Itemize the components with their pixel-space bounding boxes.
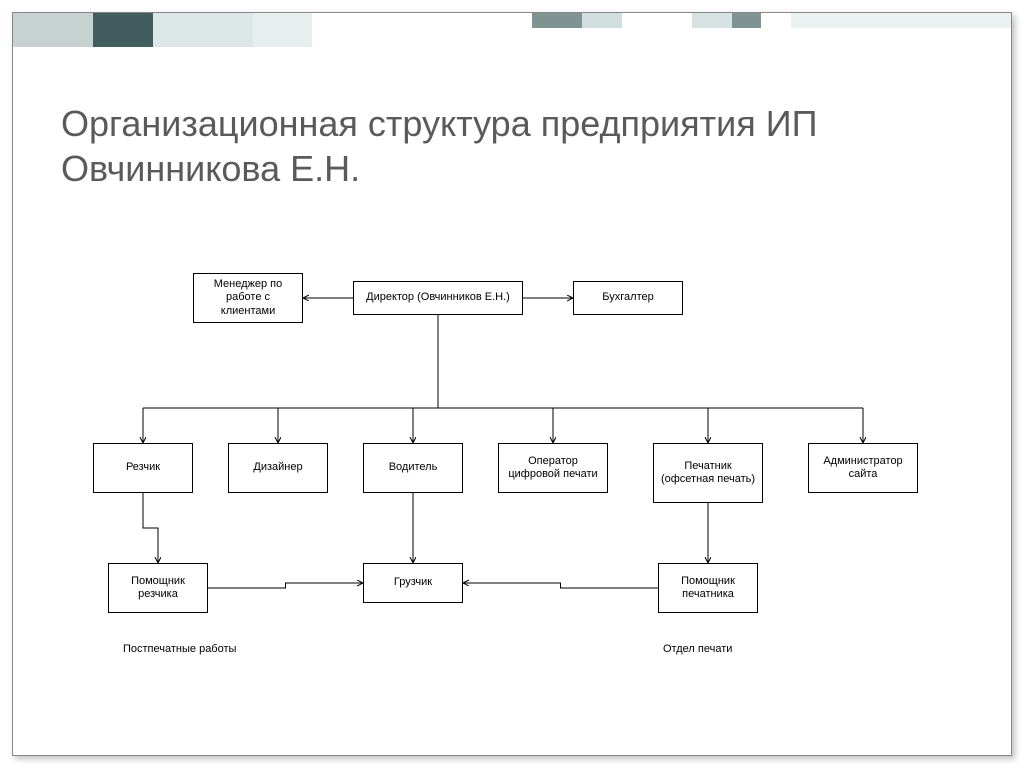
node-director: Директор (Овчинников Е.Н.) (353, 281, 523, 315)
node-dig_print: Оператор цифровой печати (498, 443, 608, 493)
node-print_asst: Помощник печатника (658, 563, 758, 613)
dept-label-postpress: Постпечатные работы (123, 643, 236, 655)
node-loader: Грузчик (363, 563, 463, 603)
org-chart-diagram: Менеджер по работе с клиентами Директор (… (53, 243, 971, 715)
node-driver: Водитель (363, 443, 463, 493)
node-webadmin: Администратор сайта (808, 443, 918, 493)
node-accountant: Бухгалтер (573, 281, 683, 315)
dept-label-printdept: Отдел печати (663, 643, 732, 655)
node-cutter: Резчик (93, 443, 193, 493)
node-off_print: Печатник (офсетная печать) (653, 443, 763, 503)
node-designer: Дизайнер (228, 443, 328, 493)
node-mgr: Менеджер по работе с клиентами (193, 273, 303, 323)
slide-title: Организационная структура предприятия ИП… (61, 101, 963, 191)
node-cutter_asst: Помощник резчика (108, 563, 208, 613)
slide: Организационная структура предприятия ИП… (12, 12, 1012, 756)
header-decoration (13, 13, 1011, 47)
